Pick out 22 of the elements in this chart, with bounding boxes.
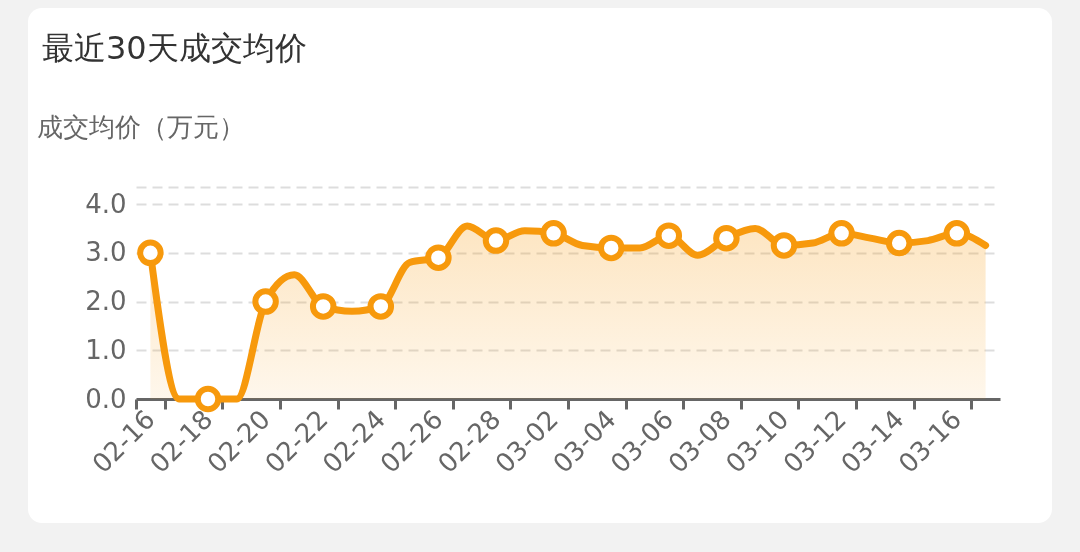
point xyxy=(425,244,452,271)
point xyxy=(309,293,337,320)
chart-title: 最近30天成交均价 xyxy=(42,29,307,67)
point xyxy=(540,220,567,247)
point xyxy=(252,288,279,315)
y-tick-label: 0.0 xyxy=(85,383,127,414)
point xyxy=(655,222,683,249)
point xyxy=(194,385,222,413)
point xyxy=(885,229,913,257)
y-tick-label: 3.0 xyxy=(85,237,127,268)
point xyxy=(828,220,855,247)
y-tick-label: 2.0 xyxy=(85,286,127,317)
point xyxy=(367,293,395,320)
point xyxy=(137,239,164,267)
point xyxy=(713,224,740,252)
point xyxy=(943,220,971,247)
point xyxy=(482,227,510,254)
point xyxy=(597,234,625,262)
y-tick-label: 4.0 xyxy=(85,188,127,219)
y-axis-title: 成交均价（万元） xyxy=(36,111,245,142)
y-tick-label: 1.0 xyxy=(85,334,127,365)
point xyxy=(770,232,798,259)
